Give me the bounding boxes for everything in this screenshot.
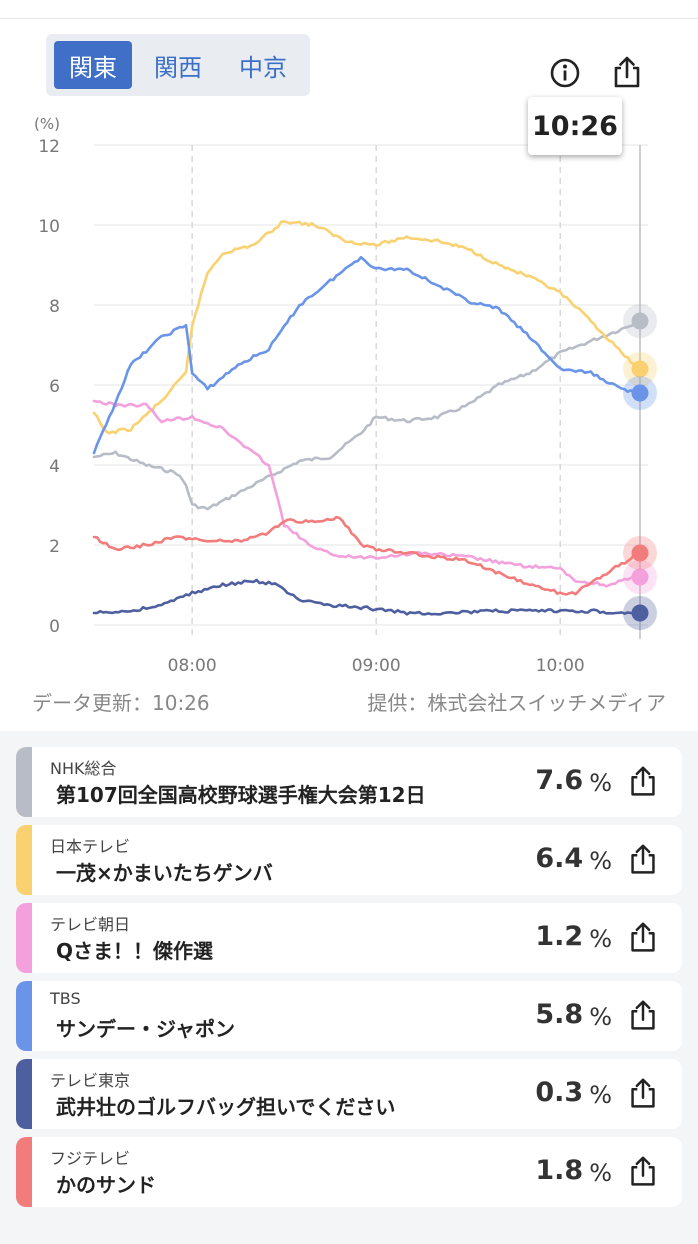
program-title: かのサンド (56, 1173, 156, 1197)
x-tick-label: 10:00 (536, 656, 585, 676)
rating-value: 6.4 (535, 843, 584, 874)
y-axis-unit: (%) (34, 115, 60, 133)
series-line-3 (92, 256, 642, 455)
time-tooltip: 10:26 (528, 97, 622, 155)
station-card[interactable]: TBS サンデー・ジャポン 5.8 % (16, 981, 682, 1051)
share-icon[interactable] (607, 53, 647, 93)
chart-panel: 関東 関西 中京 0 2 4 6 8 10 12 (%) 08:00 09:00 10:00 10:… (0, 19, 698, 731)
rating-unit: % (589, 1159, 612, 1187)
program-title: 武井壮のゴルフバッグ担いでください (56, 1095, 396, 1119)
series-line-1 (92, 220, 642, 435)
station-card[interactable]: テレビ朝日 Qさま！！傑作選 1.2 % (16, 903, 682, 973)
series-end-point-4 (631, 604, 649, 622)
top-strip (0, 0, 698, 19)
rating-value: 7.6 (535, 765, 584, 796)
x-tick-label: 09:00 (352, 656, 401, 676)
rating-value: 5.8 (535, 999, 584, 1030)
tab-kansai[interactable]: 関西 (154, 53, 202, 82)
series-line-2 (92, 399, 642, 588)
program-title: サンデー・ジャポン (56, 1017, 235, 1041)
share-icon[interactable] (624, 919, 662, 957)
station-card[interactable]: 日本テレビ 一茂×かまいたちゲンバ 6.4 % (16, 825, 682, 895)
rating-chart: 0 2 4 6 8 10 12 (%) 08:00 09:00 10:00 (34, 115, 657, 676)
tab-kanto[interactable]: 関東 (54, 41, 132, 89)
y-tick-label: 6 (49, 377, 60, 397)
share-icon[interactable] (624, 997, 662, 1035)
series-line-4 (92, 578, 642, 616)
share-icon[interactable] (624, 1075, 662, 1113)
program-title: 一茂×かまいたちゲンバ (56, 861, 273, 885)
region-tabs: 関東 関西 中京 (46, 34, 310, 96)
program-title: Qさま！！傑作選 (56, 939, 214, 963)
station-card[interactable]: NHK総合 第107回全国高校野球選手権大会第12日 7.6 % (16, 747, 682, 817)
series-end-point-5 (631, 544, 649, 562)
rating-unit: % (589, 847, 612, 875)
station-card[interactable]: テレビ東京 武井壮のゴルフバッグ担いでください 0.3 % (16, 1059, 682, 1129)
share-icon[interactable] (624, 841, 662, 879)
y-tick-label: 10 (38, 217, 60, 237)
y-tick-label: 12 (38, 137, 60, 157)
rating-value: 1.2 (535, 921, 584, 952)
share-icon[interactable] (624, 763, 662, 801)
provider-text: 提供：株式会社スイッチメディア (367, 691, 666, 715)
station-color-stripe (16, 1059, 32, 1129)
station-color-stripe (16, 1137, 32, 1207)
station-name: テレビ東京 (50, 1071, 131, 1090)
y-tick-label: 8 (49, 297, 60, 317)
series-end-point-3 (631, 384, 649, 402)
rating-unit: % (589, 925, 612, 953)
share-icon[interactable] (624, 1153, 662, 1191)
station-name: 日本テレビ (50, 837, 131, 856)
x-tick-label: 08:00 (168, 656, 217, 676)
series-end-point-2 (631, 568, 649, 586)
data-updated-text: データ更新：10:26 (32, 691, 210, 715)
y-tick-label: 4 (49, 457, 60, 477)
rating-value: 1.8 (535, 1155, 584, 1186)
station-name: TBS (50, 989, 81, 1008)
program-title: 第107回全国高校野球選手権大会第12日 (56, 783, 426, 807)
series-end-point-1 (631, 360, 649, 378)
series-line-5 (92, 515, 642, 596)
series-end-point-0 (631, 312, 649, 330)
series-line-0 (92, 319, 642, 511)
rating-unit: % (589, 1003, 612, 1031)
station-name: テレビ朝日 (50, 915, 131, 934)
rating-value: 0.3 (535, 1077, 584, 1108)
station-color-stripe (16, 825, 32, 895)
tab-chukyo[interactable]: 中京 (239, 53, 287, 82)
station-color-stripe (16, 903, 32, 973)
rating-unit: % (589, 769, 612, 797)
info-icon[interactable] (545, 53, 585, 93)
station-color-stripe (16, 747, 32, 817)
station-card[interactable]: フジテレビ かのサンド 1.8 % (16, 1137, 682, 1207)
station-name: NHK総合 (50, 759, 117, 778)
station-color-stripe (16, 981, 32, 1051)
station-name: フジテレビ (50, 1149, 131, 1168)
rating-unit: % (589, 1081, 612, 1109)
y-tick-label: 0 (49, 617, 60, 637)
y-tick-label: 2 (49, 537, 60, 557)
